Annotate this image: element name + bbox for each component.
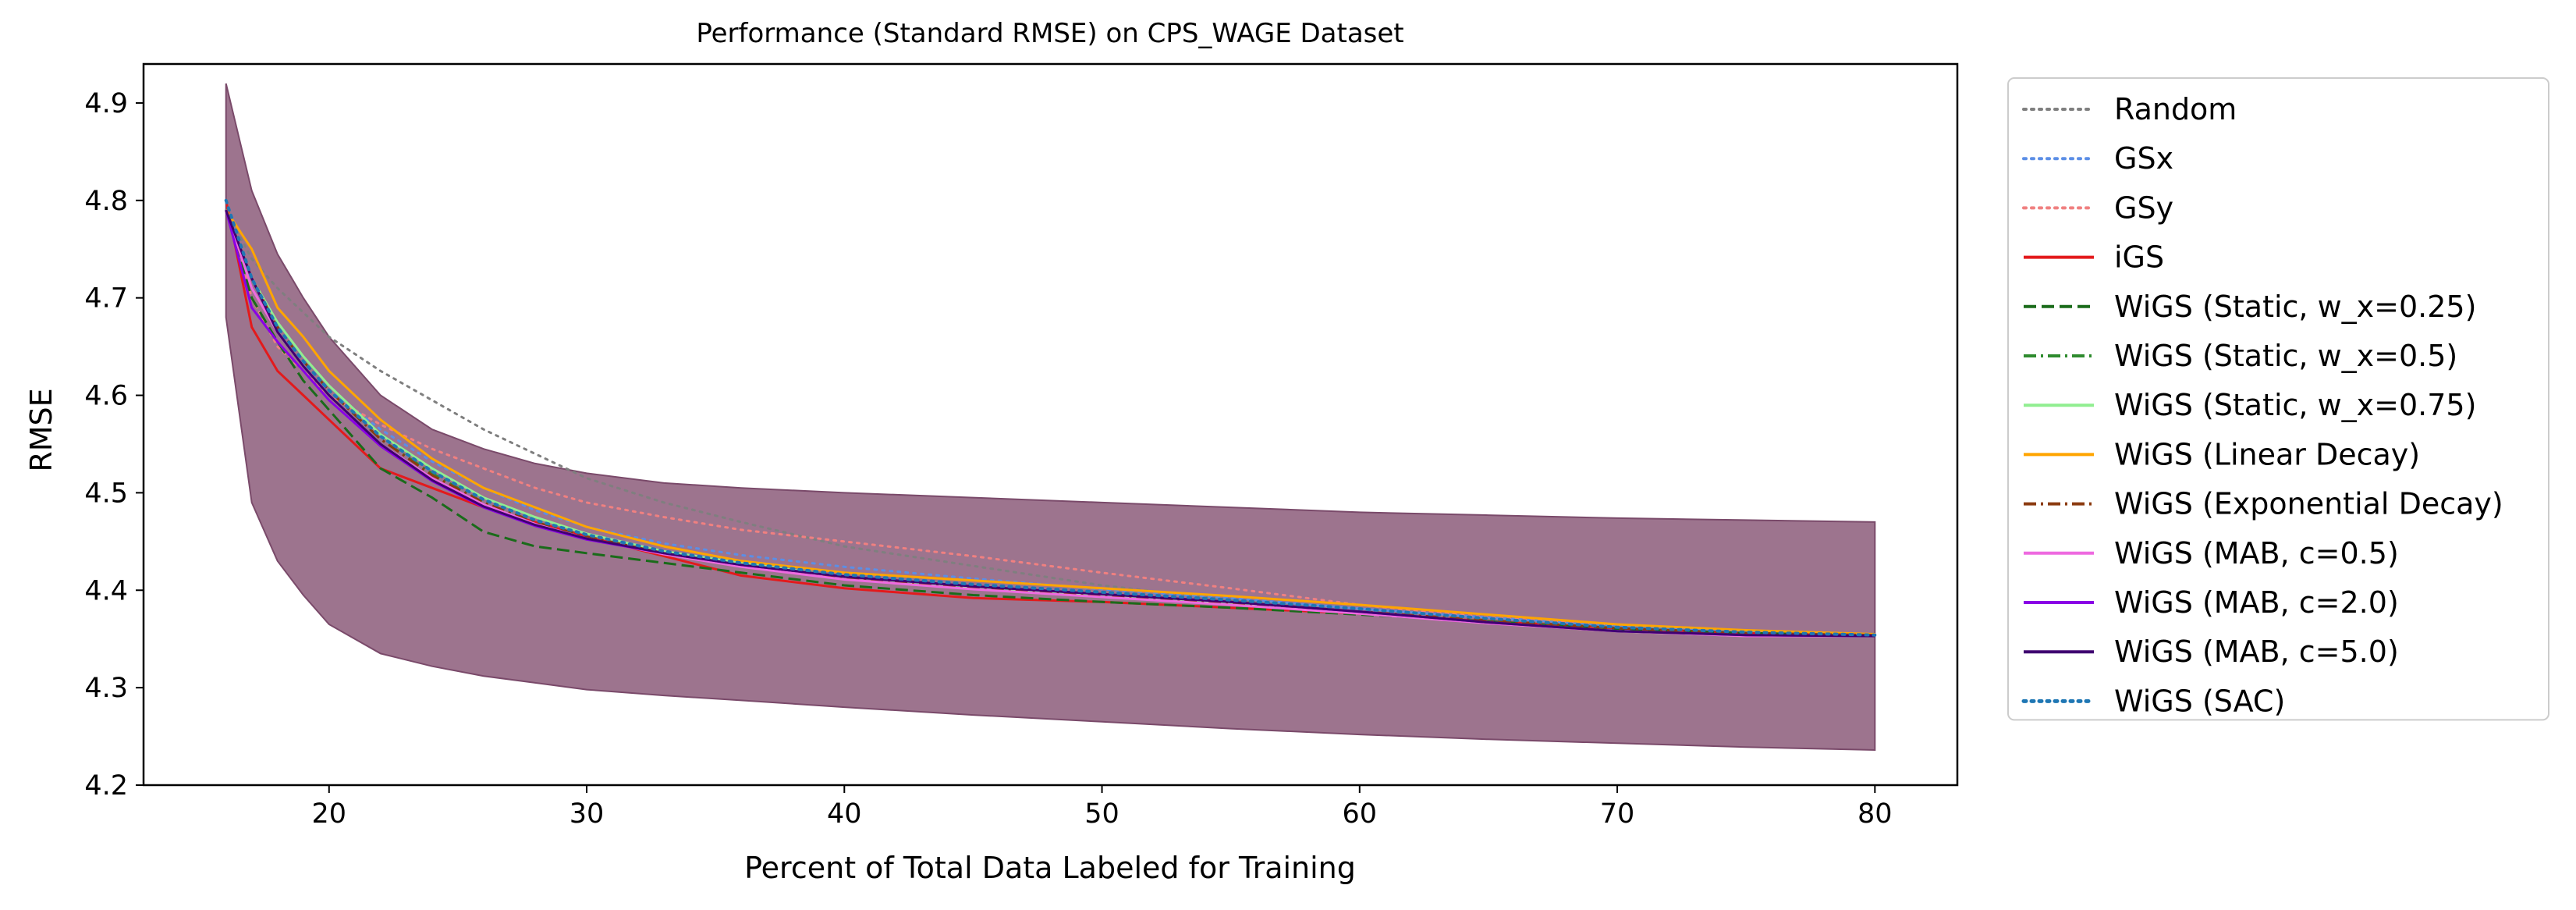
series-line-13: [224, 198, 1877, 637]
y-axis-label: RMSE: [24, 388, 59, 471]
legend-label: WiGS (Static, w_x=0.25): [2114, 290, 2476, 324]
x-axis: 20 30 40 50 60 70 80: [312, 785, 1893, 830]
legend-label: WiGS (Static, w_x=0.75): [2114, 388, 2476, 422]
x-tick-label: 40: [827, 798, 862, 830]
y-tick-label: 4.5: [84, 478, 128, 509]
legend-label: WiGS (MAB, c=0.5): [2114, 536, 2399, 571]
legend-label: WiGS (Static, w_x=0.5): [2114, 339, 2457, 373]
x-tick-label: 80: [1857, 798, 1893, 830]
legend-box: [2007, 77, 2549, 721]
series-line-1: [225, 208, 1876, 637]
plot-frame: [142, 62, 1959, 787]
x-tick-label: 50: [1084, 798, 1119, 830]
y-axis: 4.2 4.3 4.4 4.5 4.6 4.7 4.8 4.9: [84, 88, 144, 802]
series-line-12: [225, 209, 1875, 638]
legend-label: GSy: [2114, 190, 2173, 225]
y-tick-label: 4.9: [84, 88, 128, 119]
legend-label: WiGS (Linear Decay): [2114, 437, 2420, 471]
confidence-band: [225, 83, 1876, 752]
legend-label: WiGS (MAB, c=5.0): [2114, 635, 2399, 669]
chart-title: Performance (Standard RMSE) on CPS_WAGE …: [696, 18, 1403, 49]
plot-area: [224, 83, 1877, 752]
y-tick-label: 4.8: [84, 186, 128, 217]
y-tick-label: 4.6: [84, 381, 128, 412]
series-line-8: [225, 209, 1875, 635]
x-tick-label: 20: [312, 798, 347, 830]
legend-label: WiGS (MAB, c=2.0): [2114, 585, 2399, 620]
y-tick-label: 4.3: [84, 673, 128, 704]
legend-label: WiGS (Exponential Decay): [2114, 487, 2503, 521]
x-tick-label: 70: [1600, 798, 1635, 830]
y-tick-label: 4.7: [84, 283, 128, 315]
legend-label: Random: [2114, 92, 2237, 126]
series-line-5: [225, 209, 1875, 637]
legend-label: WiGS (SAC): [2114, 684, 2285, 718]
legend-label: iGS: [2114, 240, 2164, 275]
x-tick-label: 60: [1343, 798, 1378, 830]
y-tick-label: 4.2: [84, 770, 128, 802]
legend: Random GSx GSy iGS WiGS (Static, w_x=0.25) Wi…: [2007, 77, 2549, 721]
legend-label: GSx: [2114, 141, 2173, 176]
x-tick-label: 30: [569, 798, 605, 830]
y-tick-label: 4.4: [84, 575, 128, 606]
x-axis-label: Percent of Total Data Labeled for Traini…: [744, 851, 1356, 885]
